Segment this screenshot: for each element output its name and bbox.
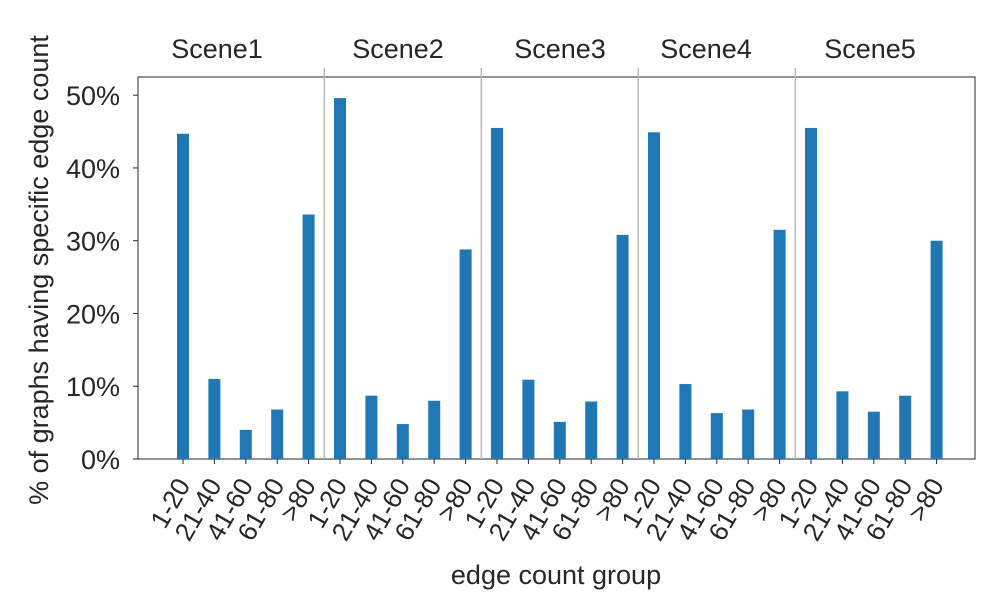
bar-scene4-4 xyxy=(773,229,786,459)
bar-scene3-1 xyxy=(522,379,535,459)
bar-scene3-0 xyxy=(491,127,503,459)
y-tick-label: 30% xyxy=(66,227,120,257)
bar-scene1-3 xyxy=(271,409,284,459)
plot-frame xyxy=(137,76,976,460)
bar-scene1-0 xyxy=(177,133,189,460)
bar-scene3-4 xyxy=(616,234,629,459)
scene-label-scene2: Scene2 xyxy=(352,34,444,64)
scene-separators xyxy=(323,68,797,459)
bar-scene5-0 xyxy=(805,127,817,459)
scene-label-scene3: Scene3 xyxy=(514,34,606,64)
bar-scene2-1 xyxy=(365,395,378,459)
bar-scene5-2 xyxy=(867,411,880,459)
bar-scene4-3 xyxy=(742,409,755,459)
y-axis: 0% 10% 20% 30% 40% 50% xyxy=(66,81,138,475)
bar-scene5-4 xyxy=(930,240,943,459)
bars xyxy=(177,98,943,460)
scene-label-scene5: Scene5 xyxy=(824,34,916,64)
x-axis-label: edge count group xyxy=(451,560,661,590)
bar-scene4-2 xyxy=(710,413,723,459)
bar-scene4-0 xyxy=(648,132,660,459)
y-axis-label: % of graphs having specific edge count xyxy=(24,35,54,505)
bar-scene1-2 xyxy=(239,429,252,459)
bar-scene5-3 xyxy=(899,395,912,459)
bar-scene3-2 xyxy=(553,421,566,459)
bar-scene2-4 xyxy=(459,249,472,459)
bar-scene3-3 xyxy=(585,401,598,459)
x-axis: 1-2021-4041-6061-80>801-2021-4041-6061-8… xyxy=(144,459,950,546)
scene-label-scene1: Scene1 xyxy=(171,34,263,64)
bar-scene1-1 xyxy=(208,378,221,459)
scene-label-scene4: Scene4 xyxy=(660,34,752,64)
y-tick-label: 50% xyxy=(66,81,120,111)
y-tick-label: 10% xyxy=(66,372,120,402)
plot-area xyxy=(137,76,976,460)
bar-scene2-3 xyxy=(428,400,441,459)
y-tick-label: 20% xyxy=(66,299,120,329)
bar-scene1-4 xyxy=(302,214,315,459)
y-tick-label: 0% xyxy=(81,445,120,475)
bar-scene4-1 xyxy=(679,384,692,459)
bar-scene2-2 xyxy=(396,424,409,459)
x-tick-label: >80 xyxy=(902,473,950,526)
scene-labels: Scene1 Scene2 Scene3 Scene4 Scene5 xyxy=(171,34,916,64)
bar-scene2-0 xyxy=(334,98,346,459)
y-tick-label: 40% xyxy=(66,154,120,184)
bar-scene5-1 xyxy=(836,391,849,459)
